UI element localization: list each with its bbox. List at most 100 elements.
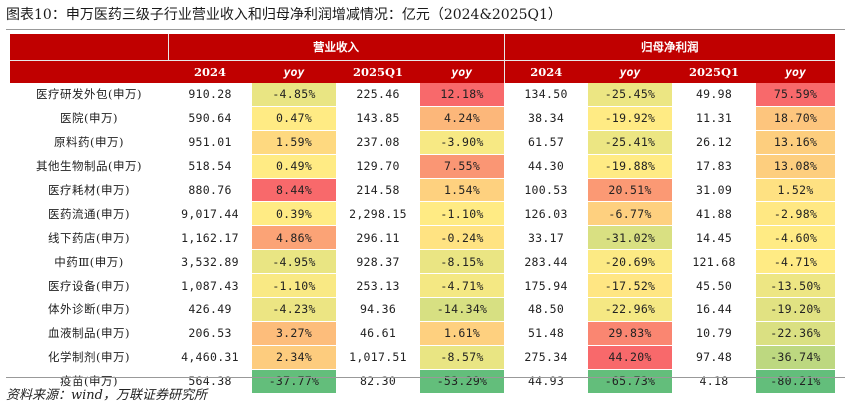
header-net-profit: 归母净利润 bbox=[503, 34, 835, 61]
np-2025q1-cell: 26.12 bbox=[672, 130, 756, 155]
rev-2025q1-yoy-cell: 7.55% bbox=[420, 154, 504, 179]
np-2025q1-cell: 31.09 bbox=[672, 178, 756, 203]
rev-2024-yoy-cell: 8.44% bbox=[252, 178, 336, 203]
np-2025q1-yoy-cell: 13.08% bbox=[756, 154, 835, 179]
rev-2025q1-yoy-cell: -8.15% bbox=[420, 249, 504, 275]
table-row: 医药流通(申万) 9,017.44 0.39% 2,298.15 -1.10% 126.0… bbox=[10, 201, 835, 227]
rev-2025q1-yoy-cell: -4.71% bbox=[420, 273, 504, 299]
np-2025q1-cell: 16.44 bbox=[672, 297, 756, 322]
rev-2025q1-cell: 214.58 bbox=[336, 178, 420, 203]
rev-2024-yoy-cell: -1.10% bbox=[252, 273, 336, 299]
rev-2024-cell: 1,162.17 bbox=[168, 225, 252, 251]
row-name-cell: 医药流通(申万) bbox=[10, 201, 168, 227]
np-2024-cell: 44.30 bbox=[504, 154, 588, 179]
bottom-rule bbox=[6, 377, 845, 378]
rev-2025q1-cell: 225.46 bbox=[336, 83, 420, 107]
rev-2025q1-yoy-cell: -53.29% bbox=[420, 369, 504, 394]
top-rule bbox=[6, 29, 845, 30]
rev-2024-cell: 910.28 bbox=[168, 83, 252, 107]
np-2024-yoy-cell: -17.52% bbox=[588, 273, 672, 299]
np-2024-yoy-cell: -20.69% bbox=[588, 249, 672, 275]
rev-2024-yoy-cell: 4.86% bbox=[252, 225, 336, 251]
header-corner bbox=[10, 34, 168, 61]
rev-2024-cell: 880.76 bbox=[168, 178, 252, 203]
np-2025q1-cell: 10.79 bbox=[672, 321, 756, 346]
header-rev-2025q1: 2025Q1 bbox=[336, 60, 420, 83]
row-name-cell: 原料药(申万) bbox=[10, 130, 168, 155]
rev-2024-cell: 426.49 bbox=[168, 297, 252, 322]
np-2024-yoy-cell: 29.83% bbox=[588, 321, 672, 346]
table-row: 医疗设备(申万) 1,087.43 -1.10% 253.13 -4.71% 175.94… bbox=[10, 273, 835, 299]
header-name-corner bbox=[10, 60, 168, 83]
np-2024-cell: 48.50 bbox=[504, 297, 588, 322]
rev-2025q1-yoy-cell: 4.24% bbox=[420, 106, 504, 131]
np-2024-yoy-cell: 44.20% bbox=[588, 345, 672, 370]
np-2025q1-cell: 17.83 bbox=[672, 154, 756, 179]
header-np-2024-yoy: yoy bbox=[588, 60, 672, 83]
rev-2024-yoy-cell: 0.47% bbox=[252, 106, 336, 131]
rev-2024-cell: 951.01 bbox=[168, 130, 252, 155]
table-row: 线下药店(申万) 1,162.17 4.86% 296.11 -0.24% 33.17 -3… bbox=[10, 225, 835, 251]
rev-2025q1-cell: 296.11 bbox=[336, 225, 420, 251]
rev-2024-cell: 206.53 bbox=[168, 321, 252, 346]
np-2025q1-yoy-cell: -19.20% bbox=[756, 297, 835, 322]
np-2024-yoy-cell: -19.88% bbox=[588, 154, 672, 179]
np-2024-yoy-cell: -22.96% bbox=[588, 297, 672, 322]
np-2025q1-cell: 41.88 bbox=[672, 201, 756, 227]
rev-2024-cell: 518.54 bbox=[168, 154, 252, 179]
np-2024-yoy-cell: -25.45% bbox=[588, 83, 672, 107]
header-np-2025q1: 2025Q1 bbox=[672, 60, 756, 83]
rev-2025q1-cell: 253.13 bbox=[336, 273, 420, 299]
rev-2024-yoy-cell: -37.77% bbox=[252, 369, 336, 394]
row-name-cell: 医疗耗材(申万) bbox=[10, 178, 168, 203]
np-2025q1-yoy-cell: -22.36% bbox=[756, 321, 835, 346]
rev-2025q1-cell: 2,298.15 bbox=[336, 201, 420, 227]
rev-2025q1-yoy-cell: 12.18% bbox=[420, 83, 504, 107]
header-rev-2024-yoy: yoy bbox=[252, 60, 336, 83]
table-row: 医院(申万) 590.64 0.47% 143.85 4.24% 38.34 -19.92%… bbox=[10, 106, 835, 131]
row-name-cell: 血液制品(申万) bbox=[10, 321, 168, 346]
header-rev-2024: 2024 bbox=[168, 60, 252, 83]
rev-2024-yoy-cell: 1.59% bbox=[252, 130, 336, 155]
row-name-cell: 化学制剂(申万) bbox=[10, 345, 168, 370]
np-2025q1-cell: 14.45 bbox=[672, 225, 756, 251]
rev-2024-cell: 4,460.31 bbox=[168, 345, 252, 370]
rev-2024-cell: 3,532.89 bbox=[168, 249, 252, 275]
row-name-cell: 其他生物制品(申万) bbox=[10, 154, 168, 179]
np-2024-cell: 283.44 bbox=[504, 249, 588, 275]
table-row: 其他生物制品(申万) 518.54 0.49% 129.70 7.55% 44.30 -19… bbox=[10, 154, 835, 179]
np-2025q1-yoy-cell: -4.60% bbox=[756, 225, 835, 251]
np-2024-cell: 100.53 bbox=[504, 178, 588, 203]
np-2025q1-yoy-cell: -36.74% bbox=[756, 345, 835, 370]
np-2025q1-cell: 4.18 bbox=[672, 369, 756, 394]
table-row: 中药Ⅲ(申万) 3,532.89 -4.95% 928.37 -8.15% 283.44-… bbox=[10, 249, 835, 275]
rev-2025q1-cell: 94.36 bbox=[336, 297, 420, 322]
rev-2024-yoy-cell: 0.39% bbox=[252, 201, 336, 227]
rev-2025q1-yoy-cell: -1.10% bbox=[420, 201, 504, 227]
header-np-2025q1-yoy: yoy bbox=[756, 60, 835, 83]
np-2024-cell: 134.50 bbox=[504, 83, 588, 107]
table-row: 体外诊断(申万) 426.49 -4.23% 94.36 -14.34% 48.50 -22… bbox=[10, 297, 835, 322]
np-2024-cell: 61.57 bbox=[504, 130, 588, 155]
header-np-2024: 2024 bbox=[504, 60, 588, 83]
table-title: 图表10：申万医药三级子行业营业收入和归母净利润增减情况：亿元（2024&202… bbox=[6, 7, 562, 23]
np-2024-yoy-cell: -19.92% bbox=[588, 106, 672, 131]
rev-2024-yoy-cell: 2.34% bbox=[252, 345, 336, 370]
rev-2025q1-cell: 129.70 bbox=[336, 154, 420, 179]
table-row: 医疗耗材(申万) 880.76 8.44% 214.58 1.54% 100.53 20.5… bbox=[10, 178, 835, 203]
np-2024-yoy-cell: -31.02% bbox=[588, 225, 672, 251]
rev-2025q1-cell: 143.85 bbox=[336, 106, 420, 131]
rev-2024-cell: 590.64 bbox=[168, 106, 252, 131]
table-row: 化学制剂(申万) 4,460.31 2.34% 1,017.51 -8.57% 275.3… bbox=[10, 345, 835, 370]
rev-2024-cell: 9,017.44 bbox=[168, 201, 252, 227]
np-2024-cell: 38.34 bbox=[504, 106, 588, 131]
table-row: 原料药(申万) 951.01 1.59% 237.08 -3.90% 61.57 -25.4… bbox=[10, 130, 835, 155]
rev-2024-yoy-cell: -4.95% bbox=[252, 249, 336, 275]
np-2025q1-cell: 121.68 bbox=[672, 249, 756, 275]
rev-2025q1-yoy-cell: -0.24% bbox=[420, 225, 504, 251]
np-2024-cell: 275.34 bbox=[504, 345, 588, 370]
rev-2024-yoy-cell: 0.49% bbox=[252, 154, 336, 179]
row-name-cell: 体外诊断(申万) bbox=[10, 297, 168, 322]
row-name-cell: 中药Ⅲ(申万) bbox=[10, 249, 168, 275]
np-2024-cell: 51.48 bbox=[504, 321, 588, 346]
